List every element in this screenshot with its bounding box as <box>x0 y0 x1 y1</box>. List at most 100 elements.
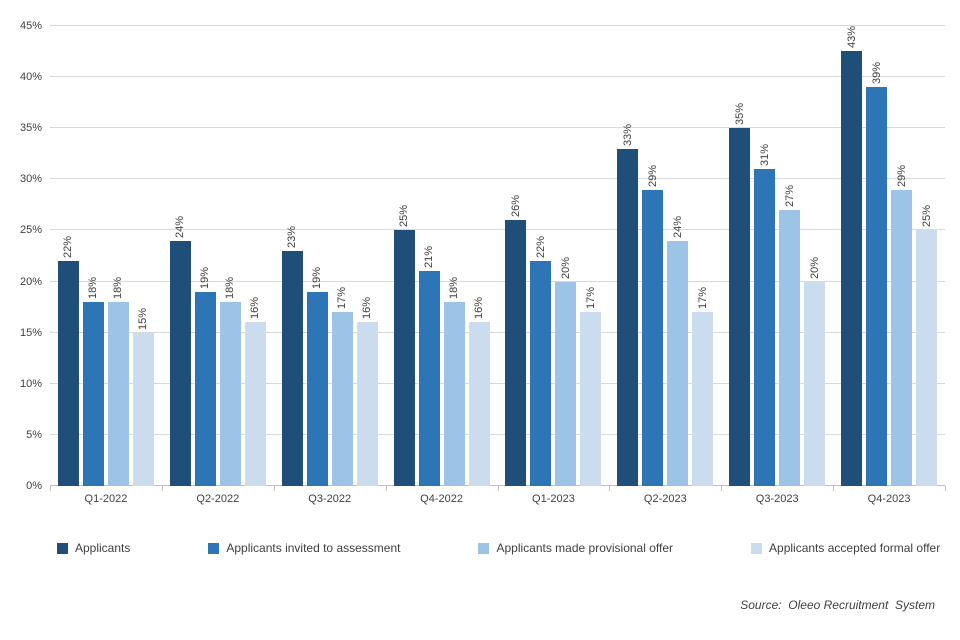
legend-swatch <box>751 542 763 554</box>
x-axis-label: Q2-2022 <box>196 493 240 505</box>
bar-value-label: 17% <box>696 287 709 310</box>
bar <box>82 302 104 486</box>
bar-column: 22% <box>57 26 79 486</box>
x-axis-label: Q3-2023 <box>755 493 799 505</box>
bar-group: 26% 22% 20% 17% <box>498 26 610 486</box>
bar-column: 25% <box>393 26 415 486</box>
gridline <box>50 280 945 282</box>
bar <box>841 51 863 486</box>
bar-column: 25% <box>916 26 938 486</box>
bar-value-label: 29% <box>646 164 659 187</box>
legend-swatch <box>478 542 490 554</box>
bar-value-label: 22% <box>534 236 547 259</box>
bar <box>642 189 664 486</box>
bar-value-label: 24% <box>174 215 187 238</box>
y-axis: 0% 5% 10% 15% 20% 25% 30% 35% 40% 45% <box>0 20 42 492</box>
bar-value-label: 27% <box>783 184 796 207</box>
bar-value-label: 24% <box>671 215 684 238</box>
bar <box>580 312 602 486</box>
y-tick-label: 40% <box>19 71 42 84</box>
x-axis-tick <box>385 486 387 491</box>
bar-value-label: 18% <box>224 276 237 299</box>
bar-value-label: 16% <box>361 297 374 320</box>
bar-group: 25% 21% 18% 16% <box>386 26 498 486</box>
bar-value-label: 20% <box>808 256 821 279</box>
bar-column: 31% <box>754 26 776 486</box>
bar-column: 22% <box>530 26 552 486</box>
y-tick-label: 5% <box>26 428 42 441</box>
bar-column: 24% <box>667 26 689 486</box>
bar-value-label: 35% <box>733 103 746 126</box>
bar-value-label: 18% <box>87 276 100 299</box>
bar-column: 26% <box>505 26 527 486</box>
bar <box>244 322 266 486</box>
bar <box>468 322 490 486</box>
gridline <box>50 178 945 180</box>
bar-column: 39% <box>866 26 888 486</box>
legend-label: Applicants <box>75 541 131 555</box>
bar-column: 19% <box>306 26 328 486</box>
bar-value-label: 19% <box>199 266 212 289</box>
bar-column: 19% <box>194 26 216 486</box>
bar <box>418 271 440 486</box>
legend-label: Applicants invited to assessment <box>226 541 401 555</box>
bar-value-label: 21% <box>423 246 436 269</box>
bar-value-label: 33% <box>621 123 634 146</box>
bar-column: 17% <box>692 26 714 486</box>
y-tick-label: 20% <box>19 275 42 288</box>
bar-column: 17% <box>331 26 353 486</box>
x-axis-tick <box>273 486 275 491</box>
bar-value-label: 22% <box>62 236 75 259</box>
y-tick-label: 25% <box>19 224 42 237</box>
bar-column: 20% <box>804 26 826 486</box>
gridline <box>50 485 945 486</box>
bar <box>107 302 129 486</box>
bar-value-label: 31% <box>758 144 771 167</box>
bar-value-label: 23% <box>286 225 299 248</box>
bar-group: 24% 19% 18% 16% <box>162 26 274 486</box>
bar-group: 22% 18% 18% 15% <box>50 26 162 486</box>
bar <box>194 291 216 486</box>
bar <box>891 189 913 486</box>
x-axis-label: Q1-2022 <box>84 493 128 505</box>
bar-column: 18% <box>219 26 241 486</box>
bar-value-label: 26% <box>509 195 522 218</box>
legend-swatch <box>208 542 220 554</box>
bar <box>306 291 328 486</box>
bar <box>779 210 801 486</box>
bar <box>281 250 303 486</box>
bar-value-label: 18% <box>448 276 461 299</box>
bar <box>169 240 191 486</box>
x-axis: Q1-2022 Q2-2022 Q3-2022 Q4-2022 Q1-2023 Q2-20… <box>50 486 946 505</box>
x-axis-label: Q1-2023 <box>532 493 575 505</box>
bar-group: 43% 39% 29% 25% <box>833 26 945 486</box>
bar-column: 29% <box>642 26 664 486</box>
bar-column: 23% <box>281 26 303 486</box>
bar-value-label: 25% <box>398 205 411 228</box>
bar-group: 33% 29% 24% 17% <box>609 26 721 486</box>
bar-column: 33% <box>617 26 639 486</box>
bar <box>219 302 241 486</box>
x-axis-tick <box>609 486 611 491</box>
bar-group: 23% 19% 17% 16% <box>274 26 386 486</box>
x-axis-label: Q2-2023 <box>643 493 687 505</box>
gridline <box>50 331 945 333</box>
bar-column: 16% <box>244 26 266 486</box>
bar <box>754 169 776 486</box>
bar-column: 24% <box>169 26 191 486</box>
bar-column: 18% <box>107 26 129 486</box>
gridline <box>50 127 945 129</box>
chart-body: 0% 5% 10% 15% 20% 25% 30% 35% 40% 45% 22% 18% 18% 15… <box>20 20 945 492</box>
bar <box>866 87 888 486</box>
bar-column: 35% <box>729 26 751 486</box>
bar-column: 18% <box>82 26 104 486</box>
bar <box>667 240 689 486</box>
plot-area: 22% 18% 18% 15% 24% 19% 18% 16% 23% 19% 17% 16% 25% 2… <box>50 25 945 486</box>
bar-value-label: 39% <box>870 62 883 85</box>
legend-item: Applicants <box>57 541 130 555</box>
x-axis-label: Q4-2023 <box>867 493 911 505</box>
x-axis-tick <box>721 486 723 491</box>
bar <box>356 322 378 486</box>
bar-column: 29% <box>891 26 913 486</box>
